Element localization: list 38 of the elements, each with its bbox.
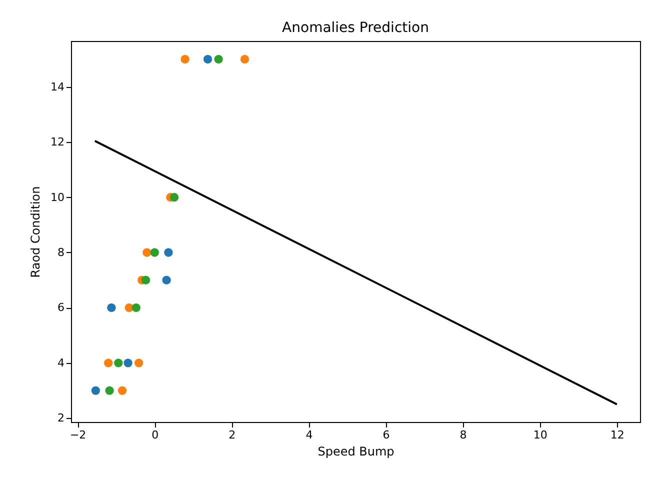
point: [240, 54, 250, 64]
y-axis-title: Raod Condition: [28, 186, 43, 278]
point: [124, 358, 132, 368]
y-tick-label: 12: [50, 136, 64, 149]
point: [150, 248, 159, 257]
point: [124, 303, 134, 312]
point: [118, 386, 127, 395]
point: [91, 386, 100, 395]
y-tick-label: 14: [50, 80, 64, 94]
point: [134, 358, 144, 368]
point: [170, 192, 179, 202]
point: [105, 386, 114, 395]
x-tick-label: 8: [460, 428, 467, 442]
y-tick-label: 4: [58, 356, 64, 370]
point: [142, 248, 152, 257]
point: [114, 358, 123, 368]
x-tick-label: −2: [70, 428, 86, 442]
x-tick-label: 10: [533, 428, 548, 442]
x-tick-label: 6: [382, 428, 390, 442]
x-tick-label: 0: [152, 428, 159, 442]
x-axis-title: Speed Bump: [318, 444, 394, 458]
point: [107, 303, 116, 312]
y-tick-label: 2: [58, 412, 64, 425]
y-tick-label: 10: [50, 190, 64, 204]
x-tick-label: 4: [306, 428, 313, 442]
point: [164, 248, 173, 257]
point: [162, 276, 171, 284]
point: [104, 358, 113, 368]
chart-title: Anomalies Prediction: [282, 20, 429, 36]
point: [203, 54, 212, 64]
point: [180, 54, 190, 64]
point: [132, 303, 140, 312]
y-tick-label: 6: [58, 301, 64, 314]
point: [141, 276, 150, 284]
x-tick-label: 12: [610, 428, 624, 442]
y-tick-label: 8: [58, 246, 64, 259]
x-tick-label: 2: [228, 428, 236, 442]
point: [214, 54, 223, 64]
